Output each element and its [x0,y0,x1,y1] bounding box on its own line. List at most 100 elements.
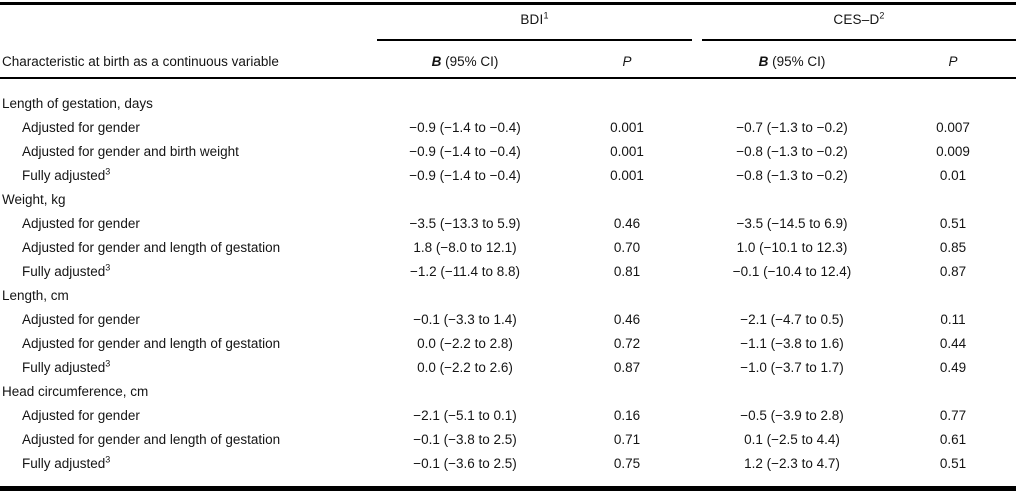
cell-cesd-b: −0.7 (−1.3 to −0.2) [736,119,848,135]
b-ci-label: (95% CI) [441,54,499,69]
row-label: Adjusted for gender and length of gestat… [22,239,281,255]
section-title: Weight, kg [2,191,66,207]
cell-bdi-b: 0.0 (−2.2 to 2.8) [417,335,513,351]
cell-bdi-p: 0.72 [613,335,641,351]
row-label: Adjusted for gender and length of gestat… [22,431,281,447]
cell-cesd-p: 0.51 [939,455,967,471]
cell-cesd-b: −3.5 (−14.5 to 6.9) [736,215,848,231]
section-row: Head circumference, cm [0,379,1016,403]
table-row: Adjusted for gender and length of gestat… [0,235,1016,259]
b-symbol: B [431,54,442,69]
table-row: Adjusted for gender −2.1 (−5.1 to 0.1) 0.1… [0,403,1016,427]
cell-cesd-p: 0.007 [936,119,970,135]
cell-cesd-p: 0.87 [939,263,967,279]
table-row: Adjusted for gender and length of gestat… [0,427,1016,451]
cell-bdi-p: 0.001 [610,143,644,159]
col-header-cesd-b: B (95% CI) [702,54,882,69]
row-label: Fully adjusted3 [22,166,111,183]
cell-bdi-p: 0.001 [610,119,644,135]
col-header-bdi-p: P [622,54,632,69]
table-row: Adjusted for gender and birth weight −0.9… [0,139,1016,163]
table-row: Fully adjusted3 −0.1 (−3.6 to 2.5) 0.75 1.2… [0,451,1016,475]
footnote-mark-1: 1 [543,10,549,21]
cell-cesd-b: −0.5 (−3.9 to 2.8) [740,407,844,423]
row-label: Adjusted for gender [22,119,140,135]
cell-bdi-b: −2.1 (−5.1 to 0.1) [413,407,517,423]
cell-bdi-b: 1.8 (−8.0 to 12.1) [413,239,517,255]
cell-cesd-b: −0.1 (−10.4 to 12.4) [732,263,852,279]
cell-bdi-p: 0.46 [613,215,641,231]
cell-cesd-b: 1.2 (−2.3 to 4.7) [744,455,840,471]
cell-bdi-b: −0.1 (−3.8 to 2.5) [413,431,517,447]
cell-bdi-b: −3.5 (−13.3 to 5.9) [409,215,521,231]
table-row: Fully adjusted3 −0.9 (−1.4 to −0.4) 0.001 −… [0,163,1016,187]
row-label: Adjusted for gender [22,407,140,423]
section-row: Length, cm [0,283,1016,307]
top-rule [0,2,1016,5]
row-label: Fully adjusted3 [22,454,111,471]
cell-bdi-b: −0.9 (−1.4 to −0.4) [409,143,521,159]
footnote-mark-3: 3 [105,166,111,176]
footnote-mark-3: 3 [105,454,111,464]
row-label: Adjusted for gender [22,215,140,231]
cell-bdi-p: 0.75 [613,455,641,471]
group-header-cesd-label: CES–D [833,12,880,27]
b-ci-label: (95% CI) [768,54,826,69]
table-row: Adjusted for gender and length of gestat… [0,331,1016,355]
footnote-mark-3: 3 [105,358,111,368]
cell-cesd-p: 0.77 [939,407,967,423]
cell-bdi-b: −0.9 (−1.4 to −0.4) [409,167,521,183]
cell-bdi-p: 0.46 [613,311,641,327]
cell-bdi-b: −1.2 (−11.4 to 8.8) [409,263,521,279]
table-row: Adjusted for gender −0.9 (−1.4 to −0.4) 0.… [0,115,1016,139]
cesd-spanner-rule [702,39,1016,41]
table-row: Fully adjusted3 −1.2 (−11.4 to 8.8) 0.81 −0… [0,259,1016,283]
table-row: Adjusted for gender −3.5 (−13.3 to 5.9) 0.… [0,211,1016,235]
cell-cesd-b: −0.8 (−1.3 to −0.2) [736,143,848,159]
footnote-mark-3: 3 [105,262,111,272]
bdi-spanner-rule [377,39,692,41]
col-header-bdi-b: B (95% CI) [375,54,555,69]
group-header-bdi-label: BDI [520,12,544,27]
row-label: Fully adjusted3 [22,262,111,279]
cell-cesd-p: 0.009 [936,143,970,159]
table-row: Fully adjusted3 0.0 (−2.2 to 2.6) 0.87 −1.0… [0,355,1016,379]
cell-bdi-b: −0.1 (−3.3 to 1.4) [413,311,517,327]
row-label: Adjusted for gender [22,311,140,327]
bottom-rule [0,486,1016,491]
section-title: Length of gestation, days [2,95,153,111]
section-row: Weight, kg [0,187,1016,211]
row-label: Fully adjusted3 [22,358,111,375]
section-title: Length, cm [2,287,69,303]
cell-cesd-p: 0.44 [939,335,967,351]
cell-cesd-p: 0.61 [939,431,967,447]
col-header-cesd-p: P [948,54,958,69]
cell-cesd-p: 0.85 [939,239,967,255]
row-label: Adjusted for gender and birth weight [22,143,239,159]
cell-cesd-p: 0.49 [939,359,967,375]
stub-column-header: Characteristic at birth as a continuous … [2,54,279,69]
group-header-bdi: BDI1 [377,10,692,27]
footnote-mark-2: 2 [879,10,885,21]
cell-cesd-b: −0.8 (−1.3 to −0.2) [736,167,848,183]
section-title: Head circumference, cm [2,383,149,399]
cell-cesd-b: 1.0 (−10.1 to 12.3) [736,239,848,255]
cell-bdi-p: 0.001 [610,167,644,183]
cell-bdi-p: 0.81 [613,263,641,279]
group-header-cesd: CES–D2 [702,10,1016,27]
cell-bdi-p: 0.16 [613,407,641,423]
cell-bdi-p: 0.71 [613,431,641,447]
cell-bdi-b: −0.1 (−3.6 to 2.5) [413,455,517,471]
section-row: Length of gestation, days [0,91,1016,115]
table-body: Length of gestation, days Adjusted for ge… [0,91,1016,475]
cell-bdi-p: 0.87 [613,359,641,375]
cell-cesd-b: −2.1 (−4.7 to 0.5) [740,311,844,327]
header-rule [0,77,1016,79]
row-label: Adjusted for gender and length of gestat… [22,335,281,351]
b-symbol: B [758,54,769,69]
table-row: Adjusted for gender −0.1 (−3.3 to 1.4) 0.4… [0,307,1016,331]
cell-cesd-b: 0.1 (−2.5 to 4.4) [744,431,840,447]
cell-bdi-b: −0.9 (−1.4 to −0.4) [409,119,521,135]
cell-cesd-p: 0.11 [940,311,966,327]
